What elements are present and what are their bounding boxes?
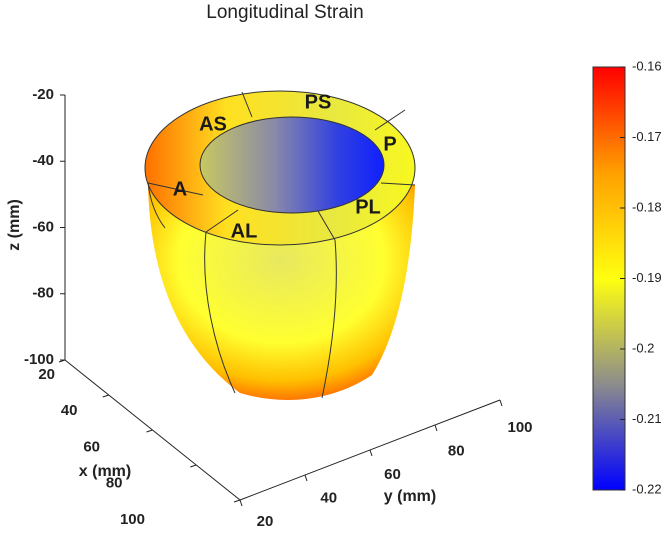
z-tick-label: -20: [32, 86, 54, 103]
colorbar: [592, 66, 626, 491]
x-tick: [58, 359, 66, 363]
segment-label: PS: [305, 91, 332, 113]
x-tick-label: 20: [38, 366, 55, 383]
x-tick: [233, 499, 241, 503]
y-tick: [434, 424, 438, 432]
y-tick-label: 80: [448, 442, 465, 459]
colorbar-tick-label: -0.2: [632, 340, 654, 355]
colorbar-tick-label: -0.18: [632, 199, 662, 214]
segment-label: AS: [199, 113, 227, 135]
y-tick-label: 40: [320, 489, 337, 506]
colorbar-tick-label: -0.21: [632, 411, 662, 426]
segment-label: PL: [355, 196, 381, 218]
z-axis-label: z (mm): [6, 199, 23, 251]
z-tick-label: -40: [32, 152, 54, 169]
y-tick-label: 60: [384, 466, 401, 483]
x-tick: [146, 429, 153, 433]
x-tick: [102, 394, 109, 398]
y-tick-label: 20: [257, 513, 274, 530]
z-tick-label: -60: [32, 218, 54, 235]
x-axis-label: x (mm): [79, 463, 131, 480]
z-tick-label: -100: [24, 351, 54, 368]
segment-label: A: [173, 178, 187, 200]
colorbar-tick-label: -0.22: [632, 481, 662, 496]
surface-body: [148, 185, 415, 400]
x-tick-label: 40: [61, 402, 78, 419]
y-axis-label: y (mm): [384, 488, 436, 505]
colorbar-tick-label: -0.17: [632, 129, 662, 144]
x-tick-label: 100: [120, 511, 145, 528]
y-tick: [369, 449, 373, 457]
surface-cavity: [199, 116, 385, 214]
chart-title: Longitudinal Strain: [206, 2, 363, 23]
y-tick: [239, 499, 243, 507]
colorbar-tick-label: -0.16: [632, 58, 662, 73]
x-tick-label: 80: [106, 475, 123, 492]
x-tick: [190, 464, 197, 468]
segment-boundaries: [147, 91, 416, 399]
segment-label: P: [383, 133, 396, 155]
x-tick-label: 60: [83, 438, 100, 455]
segment-label: AL: [231, 220, 258, 242]
colorbar-tick-label: -0.19: [632, 270, 662, 285]
y-tick-label: 100: [507, 419, 532, 436]
z-tick-label: -80: [32, 285, 54, 302]
y-tick: [304, 474, 308, 482]
y-tick: [499, 399, 503, 407]
